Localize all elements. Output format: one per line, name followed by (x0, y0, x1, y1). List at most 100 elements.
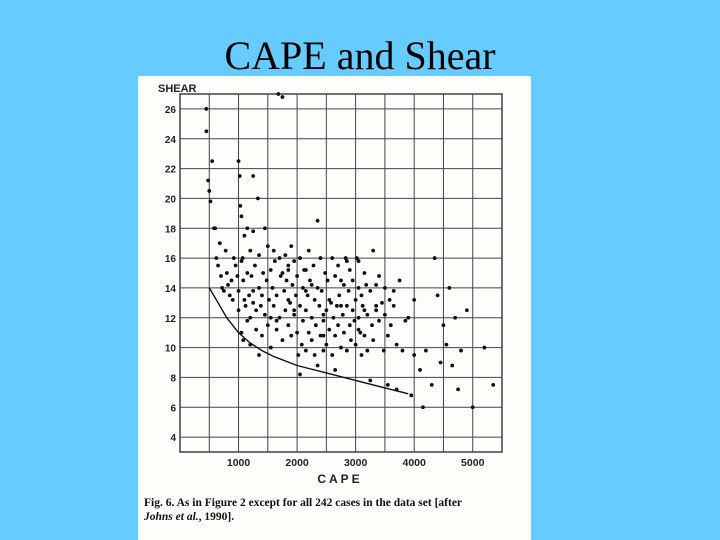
data-point (377, 274, 381, 278)
data-point (349, 338, 353, 343)
data-point (251, 289, 256, 293)
x-tick-label: 3000 (344, 457, 368, 469)
caption-authors: Johns et al. (144, 511, 199, 523)
data-point (356, 315, 361, 320)
data-point (344, 348, 349, 353)
data-point (204, 107, 209, 111)
data-point (280, 95, 285, 99)
data-point (268, 345, 273, 350)
data-point (403, 318, 408, 323)
data-point (220, 286, 225, 290)
scatter-chart: 4 6 8 10 12 14 16 18 20 22 24 26 1000 2000 3000 4000 500… (158, 83, 503, 486)
data-point (339, 303, 343, 308)
data-point (333, 368, 338, 372)
data-point (346, 289, 351, 293)
data-point (283, 253, 288, 257)
data-point (207, 189, 212, 193)
slide-title: CAPE and Shear (224, 33, 496, 78)
data-point (309, 283, 314, 287)
data-point (383, 312, 387, 317)
y-tick-label: 4 (170, 433, 176, 444)
data-point (306, 330, 311, 335)
data-point (482, 345, 487, 350)
x-axis-label: CAPE (317, 472, 362, 486)
data-point (339, 345, 343, 350)
data-point (324, 342, 329, 347)
data-point (210, 159, 215, 164)
data-point (206, 178, 211, 183)
data-point (237, 174, 242, 178)
data-point (224, 271, 229, 275)
data-point (491, 382, 496, 387)
data-point (242, 297, 247, 302)
data-point (397, 278, 402, 283)
data-point (374, 283, 379, 287)
data-point (309, 315, 314, 320)
data-point (329, 300, 333, 305)
data-point (370, 323, 374, 328)
data-point (219, 274, 223, 278)
data-point (282, 289, 287, 293)
data-point (336, 263, 340, 268)
data-point (315, 218, 320, 223)
data-point (308, 278, 312, 283)
data-point (383, 286, 387, 290)
plot-frame (179, 93, 503, 453)
y-tick-label: 18 (165, 224, 177, 235)
data-point (371, 248, 376, 253)
y-tick-label: 12 (165, 314, 177, 325)
data-point (309, 338, 314, 343)
data-point (354, 256, 359, 260)
data-point (245, 318, 250, 323)
data-point (432, 256, 437, 260)
y-tick-label: 14 (165, 284, 177, 295)
data-point (271, 248, 276, 253)
data-point (214, 256, 219, 260)
data-point (324, 308, 329, 313)
data-point (374, 303, 379, 308)
x-tick-label: 5000 (461, 457, 485, 469)
data-point (245, 226, 250, 231)
data-point (233, 263, 238, 268)
data-point (222, 289, 226, 293)
data-point (356, 286, 361, 290)
x-tick-label: 2000 (285, 457, 309, 469)
data-point (362, 271, 367, 275)
fit-curve-group (208, 287, 409, 395)
data-point (236, 308, 241, 313)
data-point (303, 348, 308, 353)
data-point (312, 353, 317, 357)
data-point (342, 330, 346, 335)
data-point (230, 297, 235, 302)
y-tick-label: 22 (165, 165, 177, 176)
data-point (327, 327, 332, 332)
data-point (253, 263, 257, 268)
data-point (368, 378, 373, 383)
data-point (239, 259, 244, 263)
data-point (359, 353, 364, 357)
data-point (257, 353, 261, 357)
data-point (381, 348, 386, 353)
data-point (216, 263, 220, 268)
caption-text-1: As in Figure 2 except for all 242 cases … (176, 497, 463, 509)
fit-curve (208, 287, 409, 395)
x-tick-label: 1000 (227, 457, 251, 469)
data-point (264, 278, 269, 283)
data-point (260, 293, 264, 298)
tick-labels: 4 6 8 10 12 14 16 18 20 22 24 26 1000 2000 3000 4000 500… (165, 105, 485, 469)
data-point (412, 353, 417, 357)
data-point (356, 327, 361, 332)
data-point (271, 303, 276, 308)
data-point (255, 196, 260, 201)
data-point (435, 293, 440, 298)
data-point (336, 323, 340, 328)
data-point (368, 289, 373, 293)
data-point (347, 268, 352, 272)
data-point (295, 330, 299, 335)
data-point (374, 308, 379, 313)
data-point (318, 333, 323, 338)
data-point (412, 297, 417, 302)
data-point (356, 259, 361, 263)
data-point (257, 286, 261, 290)
data-point (453, 315, 458, 320)
